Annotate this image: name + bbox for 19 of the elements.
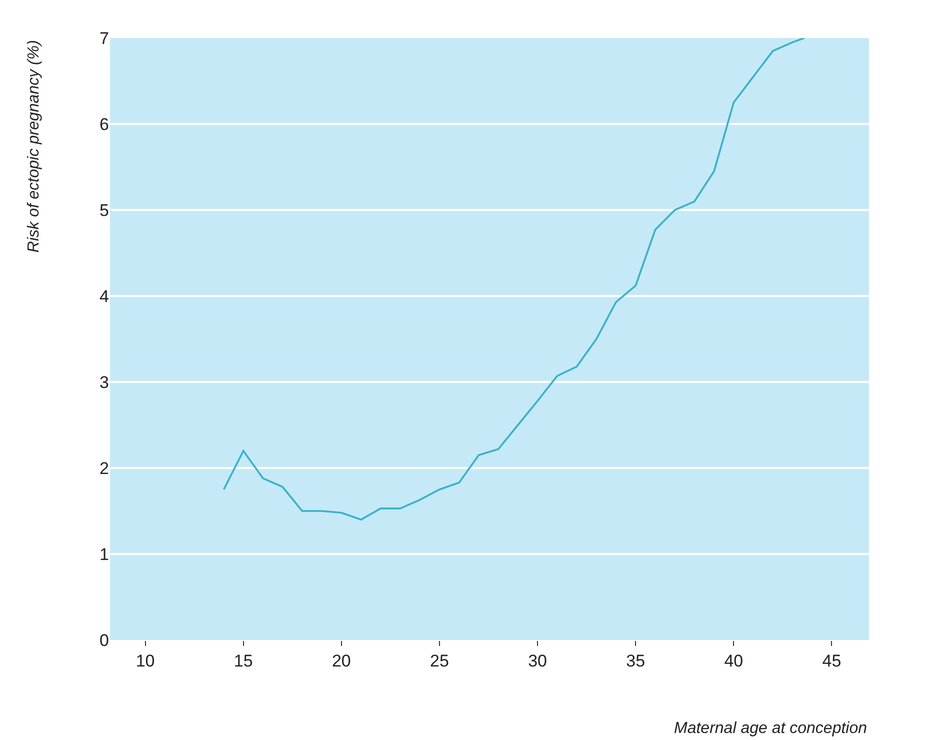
x-tick-label: 40	[724, 651, 744, 670]
x-tick-label: 15	[234, 651, 253, 670]
line-series	[222, 38, 806, 520]
y-tick-label: 2	[100, 458, 109, 478]
y-tick-label: 5	[100, 200, 109, 220]
x-tick-label: 35	[626, 651, 646, 670]
y-tick-label: 6	[100, 114, 109, 134]
y-tick-label: 7	[100, 28, 109, 48]
x-axis-title: Maternal age at conception	[674, 720, 868, 737]
y-tick-label: 4	[100, 286, 109, 306]
x-tick-label: 30	[528, 651, 548, 670]
y-tick-label: 3	[100, 372, 109, 392]
y-axis-title: Risk of ectopic pregnancy (%)	[26, 40, 43, 253]
x-tick-label: 20	[332, 651, 351, 670]
x-tick-label: 25	[430, 651, 449, 670]
x-tick-label: 10	[136, 651, 155, 670]
y-tick-label: 1	[100, 544, 109, 564]
y-tick-label: 0	[100, 630, 109, 650]
x-tick-label: 45	[822, 651, 842, 670]
